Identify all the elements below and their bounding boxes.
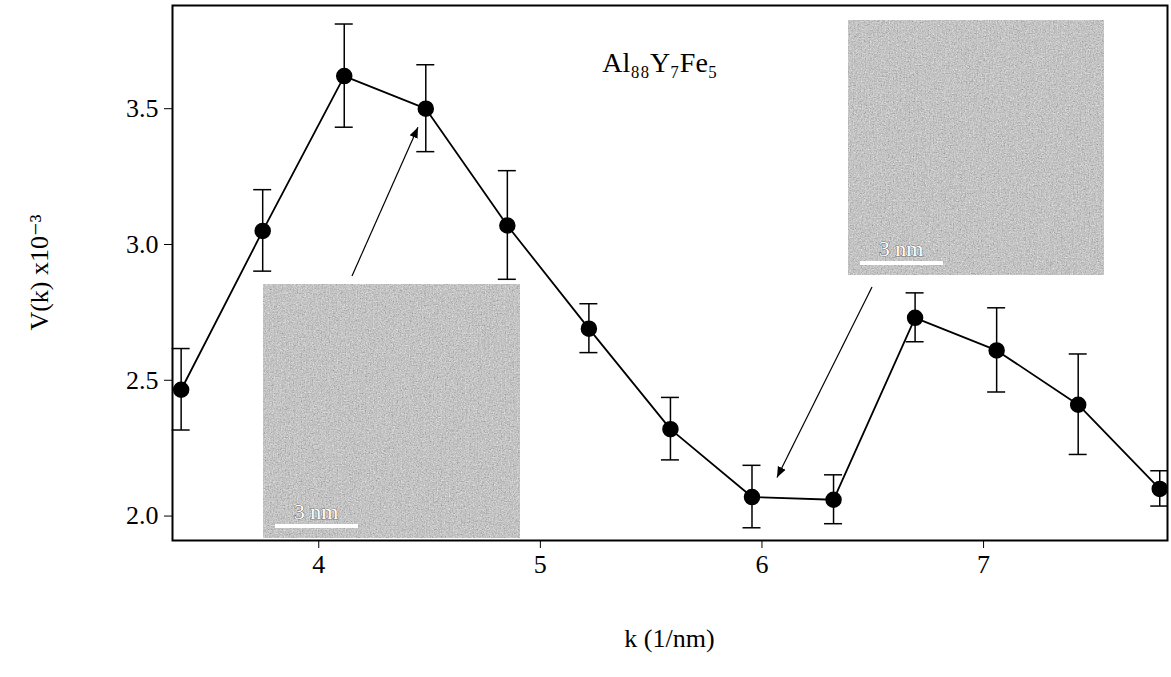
svg-text:Al₈₈Y₇Fe₅: Al₈₈Y₇Fe₅ [602, 47, 717, 78]
svg-text:V(k) x10⁻³: V(k) x10⁻³ [25, 214, 54, 330]
svg-text:3.5: 3.5 [126, 94, 159, 123]
svg-text:5: 5 [534, 550, 547, 579]
svg-text:3.0: 3.0 [126, 230, 159, 259]
svg-text:3 nm: 3 nm [879, 236, 924, 261]
svg-text:6: 6 [755, 550, 768, 579]
svg-text:4: 4 [312, 550, 325, 579]
svg-text:3 nm: 3 nm [294, 499, 339, 524]
svg-text:k (1/nm): k (1/nm) [624, 624, 714, 653]
svg-text:7: 7 [977, 550, 990, 579]
svg-text:2.0: 2.0 [126, 501, 159, 530]
svg-text:2.5: 2.5 [126, 366, 159, 395]
